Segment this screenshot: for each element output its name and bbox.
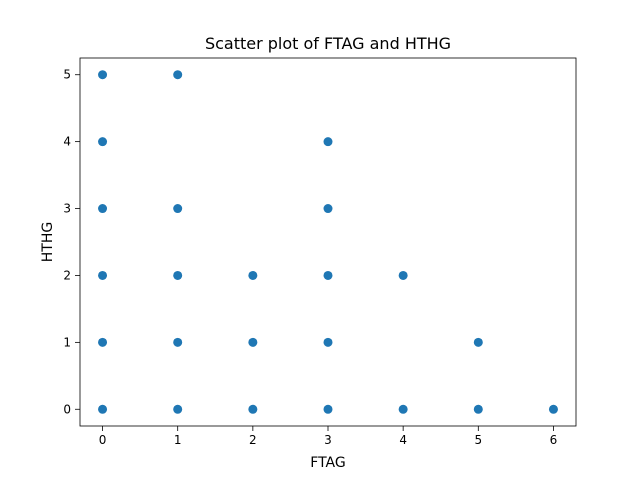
data-point	[548, 404, 558, 414]
data-point	[323, 204, 333, 214]
data-point	[98, 270, 108, 280]
data-point	[98, 404, 108, 414]
data-point	[323, 270, 333, 280]
x-tick-label: 0	[99, 433, 107, 447]
plot-area-frame	[79, 57, 577, 427]
x-tick-label: 2	[249, 433, 257, 447]
y-tick-label: 2	[63, 268, 71, 282]
y-tick-label: 1	[63, 335, 71, 349]
data-point	[173, 270, 183, 280]
data-point	[173, 337, 183, 347]
y-tick-label: 0	[63, 402, 71, 416]
data-point	[98, 70, 108, 80]
scatter-points	[98, 70, 558, 414]
y-axis-label: HTHG	[40, 222, 56, 262]
x-tick-label: 3	[324, 433, 332, 447]
data-point	[323, 337, 333, 347]
data-point	[398, 404, 408, 414]
data-point	[98, 137, 108, 147]
x-tick-label: 5	[474, 433, 482, 447]
y-tick-label: 5	[63, 68, 71, 82]
data-point	[323, 404, 333, 414]
x-tick-label: 4	[399, 433, 407, 447]
data-point	[323, 137, 333, 147]
data-point	[173, 204, 183, 214]
chart-title: Scatter plot of FTAG and HTHG	[205, 34, 451, 53]
data-point	[173, 70, 183, 80]
x-tick-label: 6	[550, 433, 558, 447]
data-point	[248, 270, 258, 280]
y-tick-label: 4	[63, 135, 71, 149]
data-point	[473, 404, 483, 414]
data-point	[98, 204, 108, 214]
data-point	[173, 404, 183, 414]
data-point	[248, 337, 258, 347]
x-tick-label: 1	[174, 433, 182, 447]
data-point	[473, 337, 483, 347]
x-axis-ticks: 0 1 2 3 4 5 6	[99, 426, 558, 447]
data-point	[248, 404, 258, 414]
x-axis-label: FTAG	[310, 455, 345, 471]
y-axis-ticks: 0 1 2 3 4 5	[63, 68, 80, 416]
data-point	[98, 337, 108, 347]
data-point	[398, 270, 408, 280]
y-tick-label: 3	[63, 202, 71, 216]
